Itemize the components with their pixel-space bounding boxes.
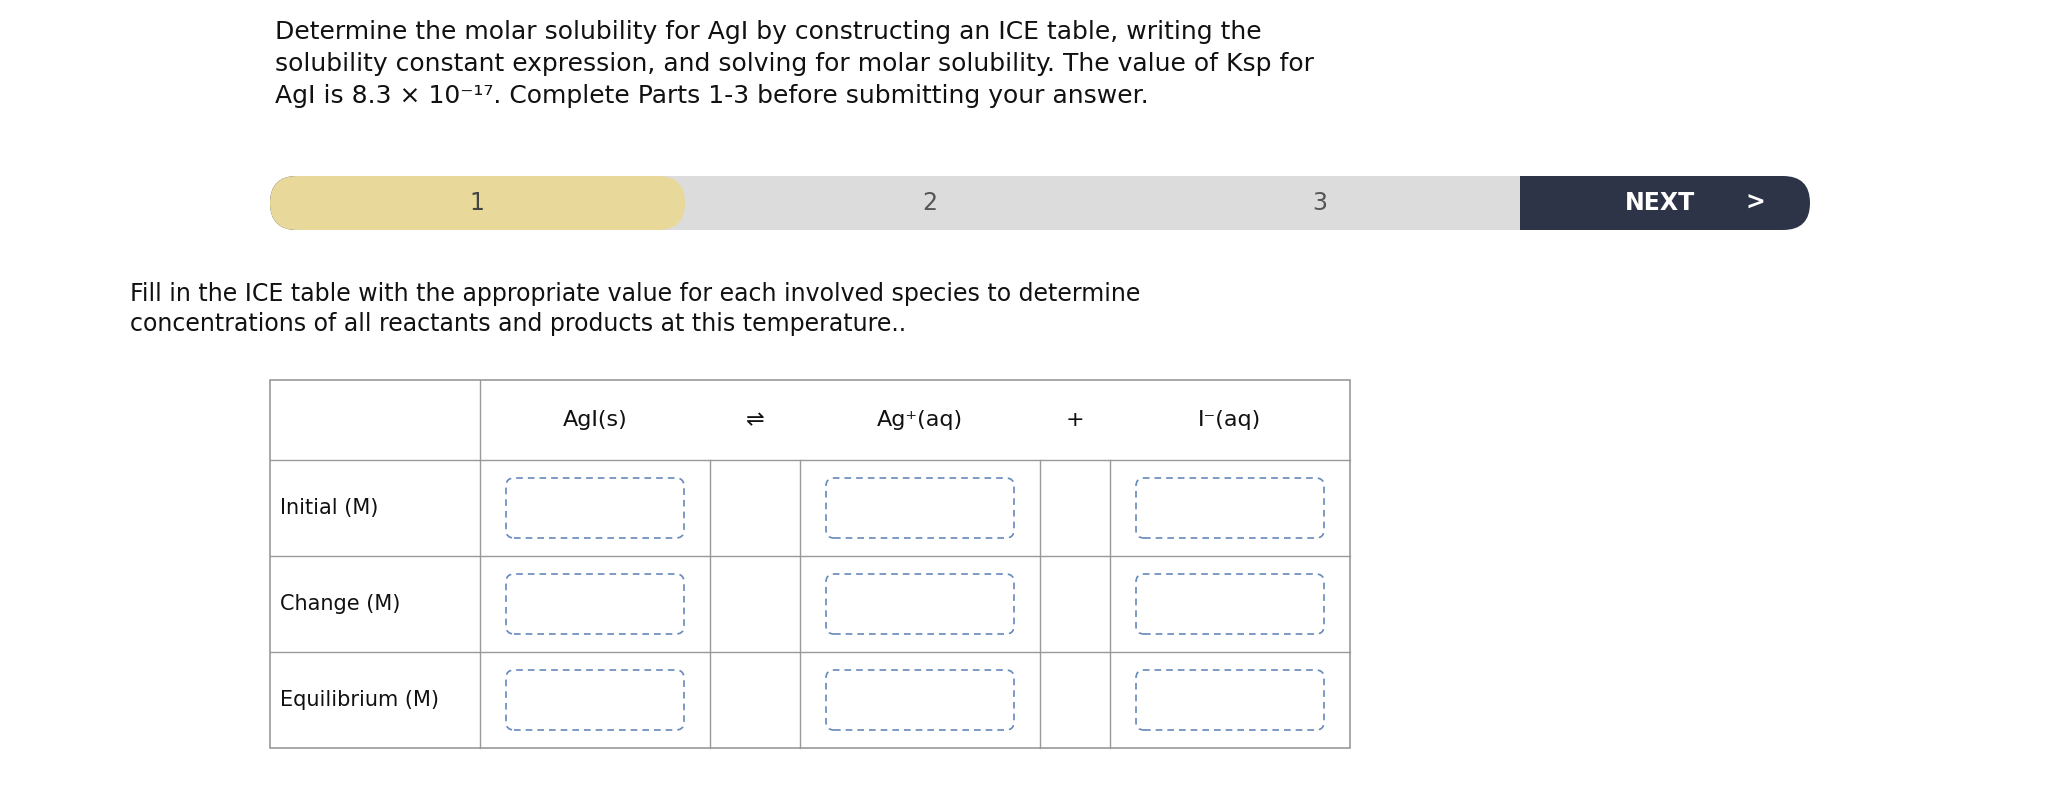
Text: AgI is 8.3 × 10⁻¹⁷. Complete Parts 1-3 before submitting your answer.: AgI is 8.3 × 10⁻¹⁷. Complete Parts 1-3 b… <box>276 84 1148 108</box>
Text: Fill in the ICE table with the appropriate value for each involved species to de: Fill in the ICE table with the appropria… <box>131 282 1140 306</box>
Text: Change (M): Change (M) <box>280 594 400 614</box>
FancyBboxPatch shape <box>1135 670 1324 730</box>
FancyBboxPatch shape <box>269 176 1811 230</box>
FancyBboxPatch shape <box>269 176 686 230</box>
Text: ⇌: ⇌ <box>746 410 765 430</box>
FancyBboxPatch shape <box>1135 574 1324 634</box>
FancyBboxPatch shape <box>506 670 684 730</box>
FancyBboxPatch shape <box>506 478 684 538</box>
Text: 1: 1 <box>470 191 485 215</box>
Text: +: + <box>1065 410 1084 430</box>
Text: AgI(s): AgI(s) <box>564 410 628 430</box>
Text: 3: 3 <box>1312 191 1328 215</box>
Text: Ag⁺(aq): Ag⁺(aq) <box>876 410 963 430</box>
Text: NEXT: NEXT <box>1624 191 1695 215</box>
Text: Equilibrium (M): Equilibrium (M) <box>280 690 439 710</box>
Text: Initial (M): Initial (M) <box>280 498 379 518</box>
FancyBboxPatch shape <box>661 176 1521 230</box>
FancyBboxPatch shape <box>827 574 1013 634</box>
Text: I⁻(aq): I⁻(aq) <box>1198 410 1262 430</box>
Text: concentrations of all reactants and products at this temperature..: concentrations of all reactants and prod… <box>131 312 905 336</box>
Text: >: > <box>1745 191 1765 215</box>
FancyBboxPatch shape <box>827 478 1013 538</box>
FancyBboxPatch shape <box>506 574 684 634</box>
FancyBboxPatch shape <box>1135 478 1324 538</box>
FancyBboxPatch shape <box>827 670 1013 730</box>
Text: 2: 2 <box>922 191 937 215</box>
Text: solubility constant expression, and solving for molar solubility. The value of K: solubility constant expression, and solv… <box>276 52 1314 76</box>
Bar <box>269 380 1351 748</box>
Text: Determine the molar solubility for AgI by constructing an ICE table, writing the: Determine the molar solubility for AgI b… <box>276 20 1262 44</box>
